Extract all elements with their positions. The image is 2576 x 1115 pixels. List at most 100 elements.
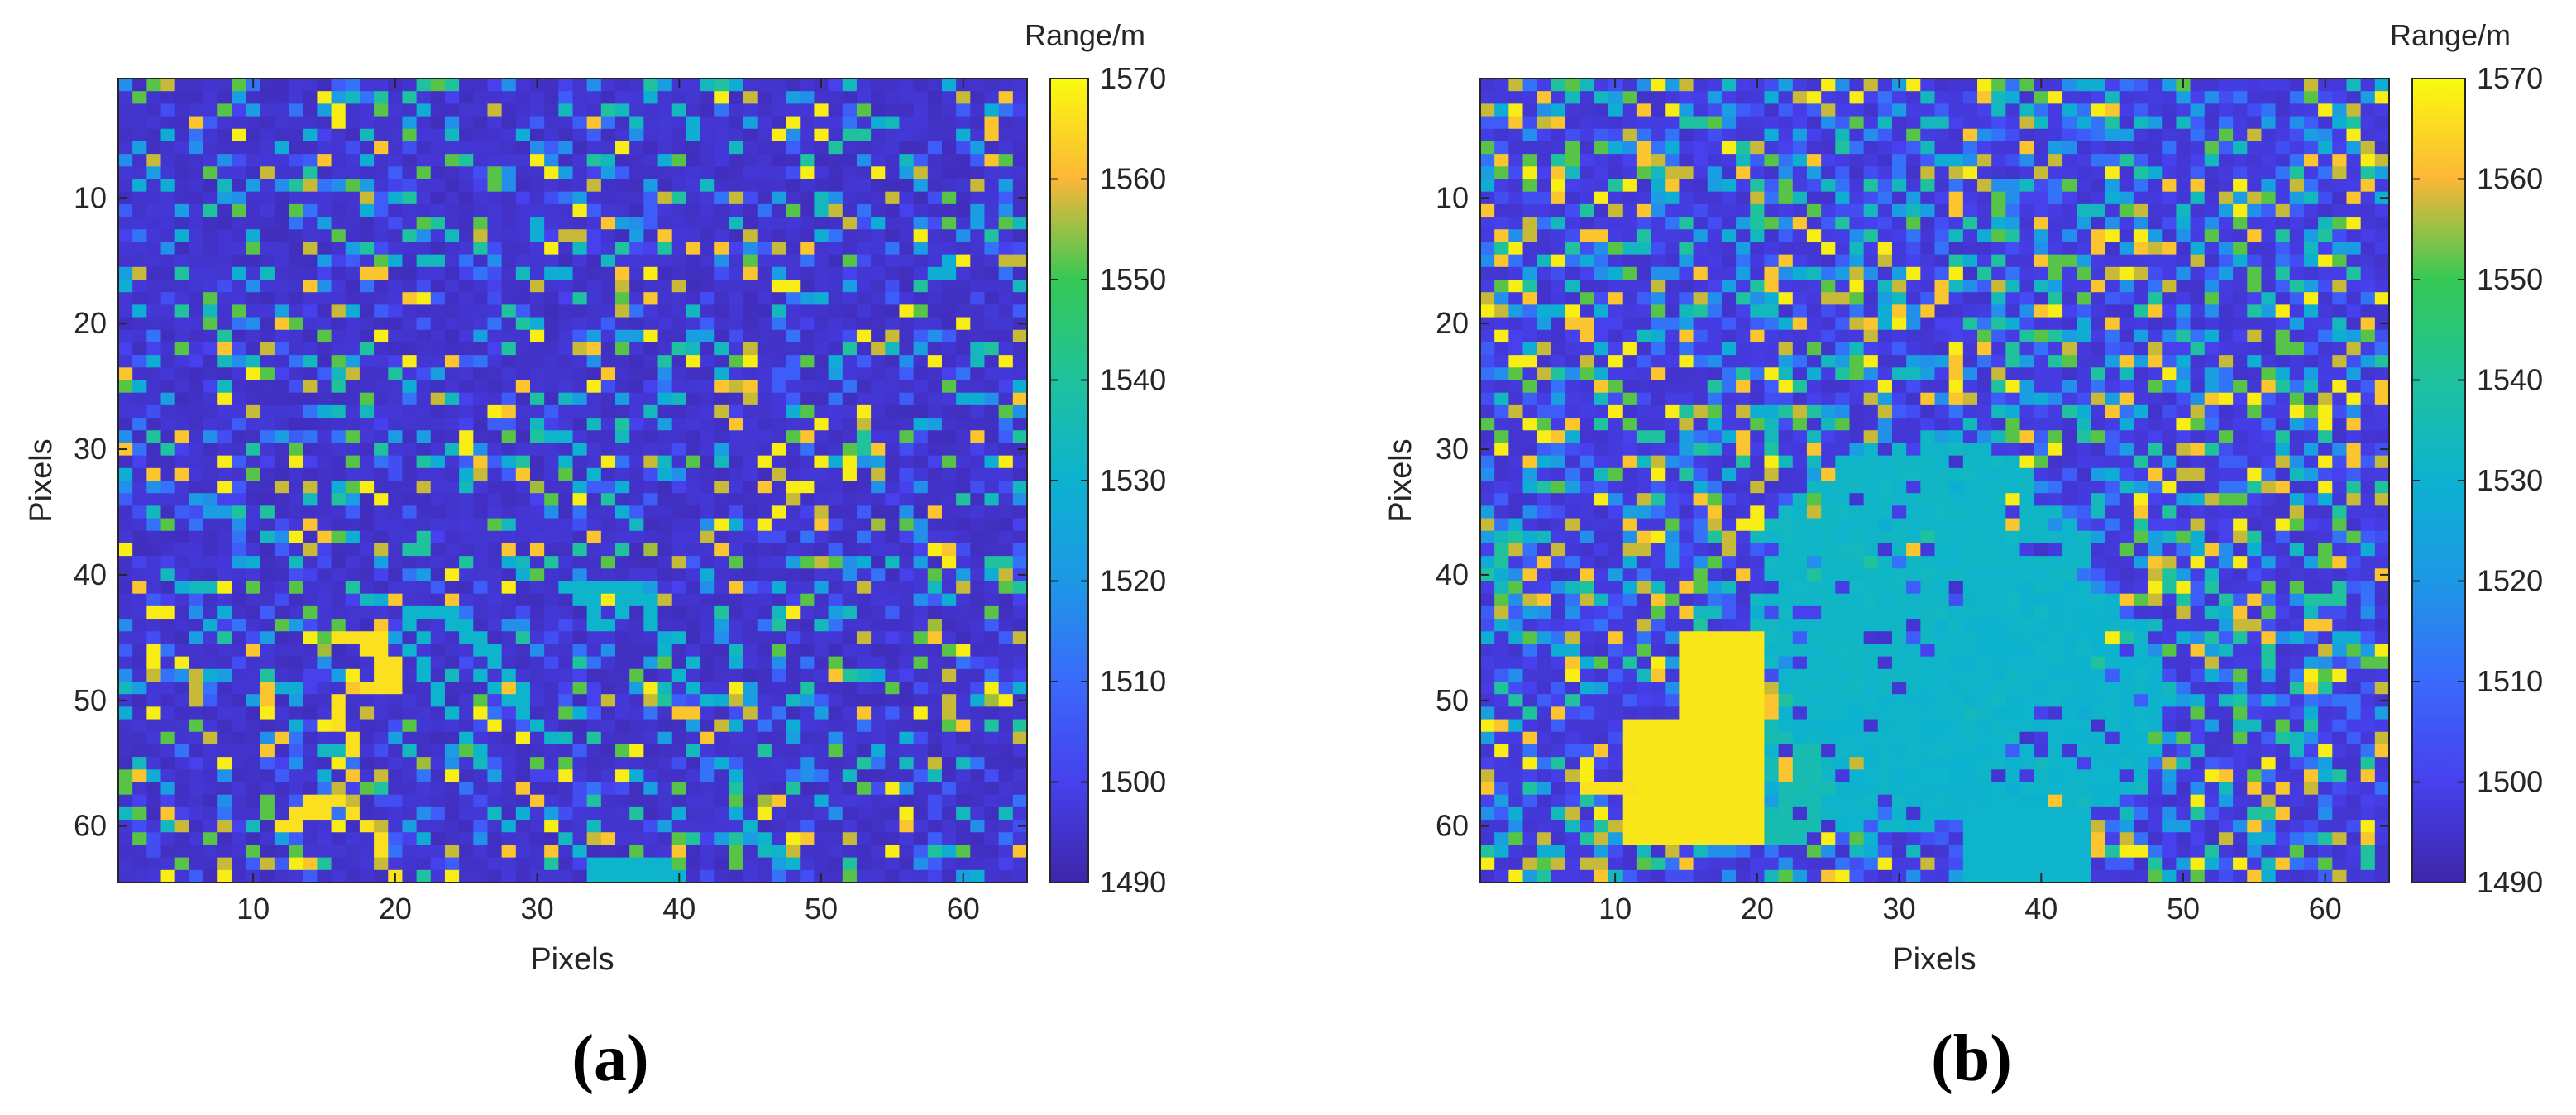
heatmap-cell	[700, 806, 715, 821]
heatmap-cell	[800, 116, 815, 130]
heatmap-cell	[913, 292, 929, 305]
heatmap-cell	[743, 493, 758, 506]
heatmap-cell	[203, 292, 218, 305]
heatmap-cell	[2190, 128, 2206, 142]
heatmap-cell	[529, 656, 545, 670]
heatmap-cell	[984, 116, 1000, 130]
heatmap-cell	[1665, 128, 1680, 142]
heatmap-cell	[303, 266, 318, 280]
heatmap-cell	[260, 769, 275, 783]
heatmap-cell	[729, 493, 744, 506]
heatmap-cell	[913, 481, 929, 494]
heatmap-cell	[246, 217, 261, 230]
heatmap-cell	[217, 769, 232, 783]
heatmap-cell	[459, 605, 474, 620]
heatmap-cell	[217, 782, 232, 796]
heatmap-cell	[473, 744, 489, 758]
heatmap-cell	[1636, 154, 1651, 167]
heatmap-cell	[984, 203, 1000, 218]
heatmap-cell	[671, 329, 687, 343]
heatmap-cell	[402, 404, 418, 419]
heatmap-cell	[487, 79, 503, 92]
heatmap-cell	[2289, 128, 2305, 142]
heatmap-cell	[1736, 203, 1751, 218]
heatmap-cell	[842, 179, 858, 193]
heatmap-cell	[700, 392, 715, 406]
heatmap-cell	[515, 857, 531, 871]
heatmap-cell	[2077, 229, 2091, 243]
heatmap-cell	[160, 694, 176, 707]
heatmap-cell	[1721, 79, 1737, 92]
heatmap-cell	[927, 342, 943, 356]
heatmap-cell	[2077, 79, 2091, 92]
heatmap-cell	[2247, 103, 2263, 117]
heatmap-cell	[1962, 229, 1978, 243]
heatmap-cell	[700, 355, 715, 368]
heatmap-cell	[814, 329, 829, 343]
heatmap-cell	[317, 857, 332, 871]
heatmap-cell	[700, 179, 715, 193]
heatmap-cell	[459, 543, 474, 557]
heatmap-cell	[814, 505, 829, 519]
heatmap-cell	[2133, 166, 2148, 180]
heatmap-cell	[786, 455, 801, 469]
heatmap-cell	[828, 581, 844, 595]
heatmap-cell	[941, 91, 957, 104]
heatmap-cell	[132, 481, 147, 494]
heatmap-cell	[671, 694, 687, 707]
heatmap-cell	[2275, 116, 2291, 130]
heatmap-cell	[714, 292, 729, 305]
heatmap-cell	[743, 203, 758, 218]
heatmap-cell	[629, 769, 644, 783]
heatmap-cell	[586, 731, 602, 745]
heatmap-cell	[430, 367, 446, 381]
heatmap-cell	[757, 304, 772, 318]
heatmap-cell	[814, 91, 829, 104]
heatmap-cell	[473, 304, 489, 318]
heatmap-cell	[189, 820, 204, 833]
heatmap-cell	[1494, 141, 1509, 155]
heatmap-cell	[771, 91, 786, 104]
heatmap-cell	[174, 769, 190, 783]
heatmap-cell	[1736, 229, 1751, 243]
heatmap-cell	[515, 229, 531, 243]
heatmap-cell	[501, 806, 517, 821]
heatmap-cell	[615, 91, 630, 104]
heatmap-cell	[871, 392, 886, 406]
heatmap-cell	[374, 254, 389, 268]
heatmap-cell	[118, 744, 133, 758]
heatmap-cell	[913, 254, 929, 268]
heatmap-cell	[643, 806, 659, 821]
heatmap-cell	[1891, 116, 1907, 130]
heatmap-cell	[118, 154, 133, 167]
heatmap-cell	[359, 229, 375, 243]
heatmap-cell	[374, 266, 389, 280]
heatmap-cell	[2176, 116, 2191, 130]
heatmap-cell	[743, 505, 758, 519]
heatmap-cell	[2119, 116, 2134, 130]
heatmap-cell	[515, 505, 531, 519]
heatmap-cell	[927, 242, 943, 256]
heatmap-cell	[529, 806, 545, 821]
heatmap-cell	[814, 317, 829, 331]
heatmap-cell	[1991, 217, 2006, 230]
heatmap-cell	[544, 342, 559, 356]
heatmap-cell	[970, 203, 986, 218]
heatmap-cell	[600, 820, 616, 833]
heatmap-cell	[913, 430, 929, 444]
heatmap-cell	[572, 605, 588, 620]
heatmap-cell	[501, 782, 517, 796]
heatmap-cell	[501, 869, 517, 883]
heatmap-cell	[232, 242, 247, 256]
heatmap-cell	[615, 794, 630, 808]
heatmap-cell	[1551, 103, 1566, 117]
heatmap-cell	[388, 317, 404, 331]
heatmap-cell	[1948, 141, 1964, 155]
heatmap-cell	[118, 806, 133, 821]
heatmap-cell	[1806, 179, 1822, 193]
heatmap-cell	[913, 832, 929, 846]
heatmap-cell	[317, 845, 332, 859]
heatmap-cell	[871, 367, 886, 381]
heatmap-cell	[1849, 217, 1865, 230]
heatmap-cell	[1651, 203, 1666, 218]
